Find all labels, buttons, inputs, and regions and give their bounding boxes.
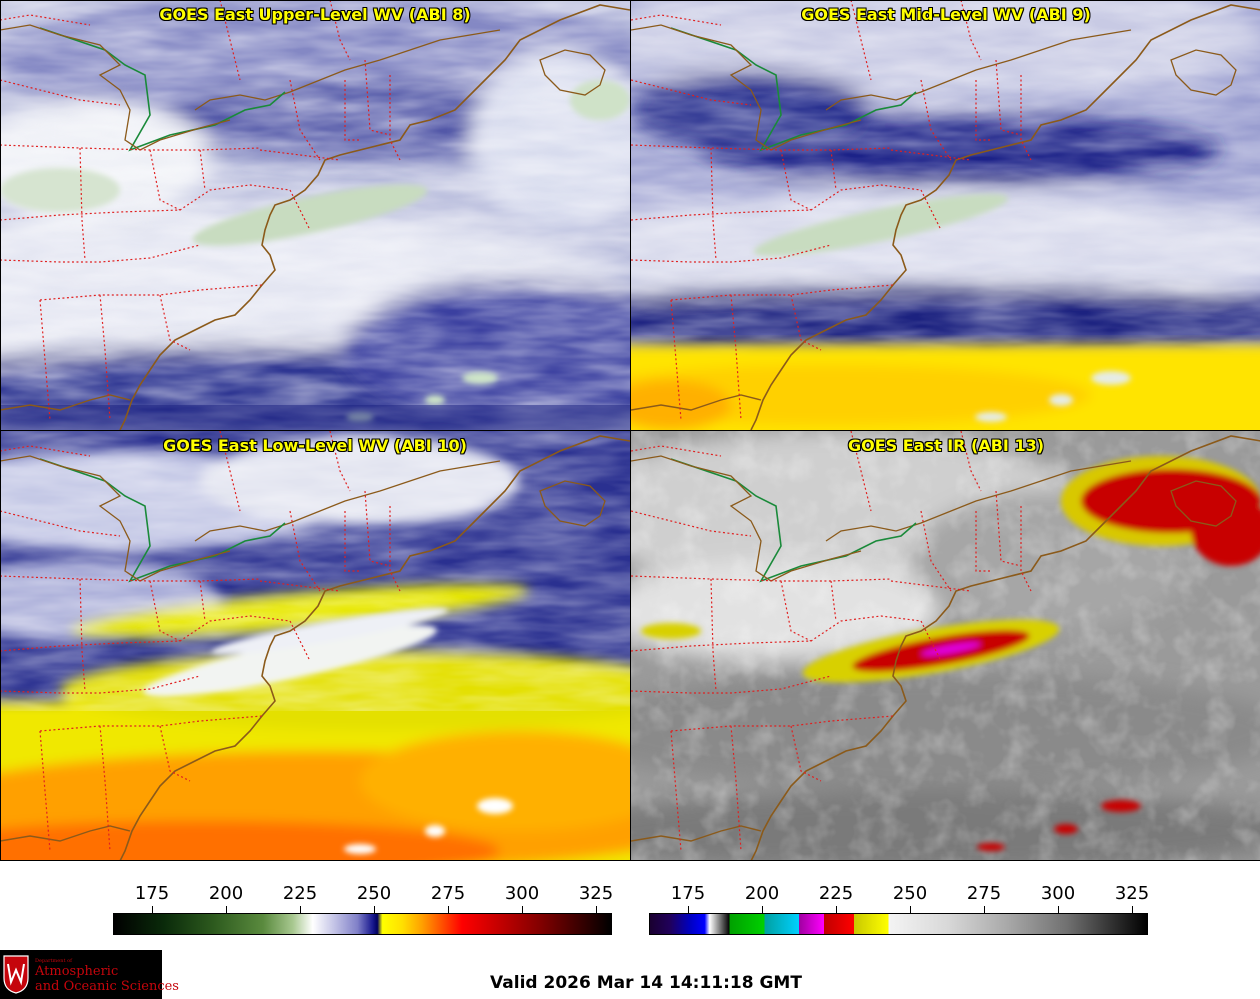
wv-tick-label: 250	[356, 883, 392, 904]
panel-ir: GOES East IR (ABI 13)	[631, 431, 1260, 861]
wv-tick-mark	[226, 906, 227, 913]
mid-level-wv-image	[631, 0, 1260, 430]
panel-upper-level-wv: GOES East Upper-Level WV (ABI 8)	[0, 0, 630, 430]
wv-colorbar-gradient	[113, 913, 612, 935]
wv-tick-mark	[596, 906, 597, 913]
panel-title: GOES East Mid-Level WV (ABI 9)	[801, 5, 1091, 24]
ir-tick-mark	[1058, 906, 1059, 913]
low-level-wv-image	[0, 431, 630, 861]
wv-tick-label: 225	[282, 883, 318, 904]
upper-level-wv-image	[0, 0, 630, 430]
ir-tick-label: 225	[818, 883, 854, 904]
wv-tick-label: 200	[208, 883, 244, 904]
valid-time: Valid 2026 Mar 14 14:11:18 GMT	[490, 973, 802, 993]
ir-tick-mark	[762, 906, 763, 913]
panel-title: GOES East Upper-Level WV (ABI 8)	[159, 5, 471, 24]
wv-tick-label: 175	[134, 883, 170, 904]
panel-mid-level-wv: GOES East Mid-Level WV (ABI 9)	[631, 0, 1260, 430]
uw-crest-icon	[3, 955, 29, 994]
ir-image	[631, 431, 1260, 861]
wv-colorbar-ticks: 175 200 225 250 275 300 325	[113, 878, 614, 913]
logo-department-text: Department of	[35, 958, 72, 964]
ir-tick-label: 300	[1040, 883, 1076, 904]
ir-tick-mark	[836, 906, 837, 913]
wv-tick-mark	[374, 906, 375, 913]
wv-tick-label: 275	[430, 883, 466, 904]
ir-tick-label: 325	[1114, 883, 1150, 904]
panel-divider-horizontal	[0, 430, 1260, 431]
ir-tick-label: 250	[892, 883, 928, 904]
panel-title: GOES East IR (ABI 13)	[847, 436, 1045, 455]
ir-tick-mark	[984, 906, 985, 913]
wv-tick-mark	[152, 906, 153, 913]
ir-tick-label: 175	[670, 883, 706, 904]
panel-low-level-wv: GOES East Low-Level WV (ABI 10)	[0, 431, 630, 861]
ir-tick-mark	[1132, 906, 1133, 913]
ir-colorbar-gradient	[649, 913, 1148, 935]
ir-tick-mark	[688, 906, 689, 913]
ir-tick-label: 200	[744, 883, 780, 904]
aos-logo: Department of Atmospheric and Oceanic Sc…	[0, 950, 179, 999]
panel-title: GOES East Low-Level WV (ABI 10)	[163, 436, 467, 455]
wv-tick-label: 325	[578, 883, 614, 904]
ir-tick-mark	[910, 906, 911, 913]
ir-tick-label: 275	[966, 883, 1002, 904]
wv-tick-mark	[522, 906, 523, 913]
ir-colorbar-ticks: 175 200 225 250 275 300 325	[649, 878, 1150, 913]
wv-tick-mark	[300, 906, 301, 913]
wv-tick-label: 300	[504, 883, 540, 904]
logo-oceanic-text: and Oceanic Sciences	[35, 979, 179, 994]
ir-colorbar: 175 200 225 250 275 300 325	[649, 878, 1150, 938]
wv-colorbar: 175 200 225 250 275 300 325	[113, 878, 614, 938]
logo-atmospheric-text: Atmospheric	[35, 964, 119, 979]
wv-tick-mark	[448, 906, 449, 913]
